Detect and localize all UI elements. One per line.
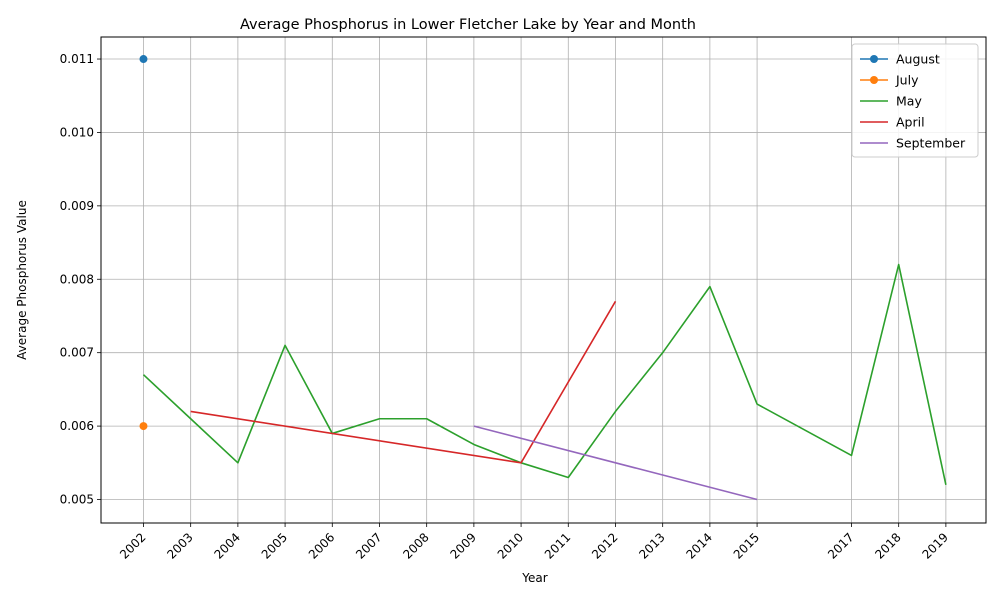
legend: August July May April September [851, 43, 979, 158]
legend-marker-july [870, 76, 878, 84]
y-tick-label: 0.008 [60, 272, 94, 286]
series-line-september [473, 425, 758, 501]
legend-label-august: August [896, 52, 940, 67]
data-point-july [139, 422, 148, 431]
data-point-august [139, 55, 148, 64]
plot-frame [100, 36, 987, 524]
legend-label-april: April [896, 115, 925, 130]
series-group [139, 55, 947, 501]
chart-title: Average Phosphorus in Lower Fletcher Lak… [240, 17, 696, 33]
y-tick-label: 0.005 [60, 493, 94, 507]
legend-label-may: May [896, 94, 922, 109]
series-line-april [190, 300, 617, 464]
legend-label-july: July [895, 73, 919, 88]
y-axis-label: Average Phosphorus Value [15, 200, 29, 360]
y-tick-label: 0.009 [60, 199, 94, 213]
y-axis-ticks: 0.005 0.006 0.007 0.008 0.009 0.010 0.011 [60, 52, 101, 507]
legend-label-september: September [896, 136, 966, 151]
y-tick-label: 0.006 [60, 419, 94, 433]
y-tick-label: 0.010 [60, 125, 94, 139]
y-tick-label: 0.007 [60, 346, 94, 360]
legend-marker-august [870, 55, 878, 63]
x-axis-label: Year [521, 571, 547, 585]
grid-lines [101, 37, 986, 523]
y-tick-label: 0.011 [60, 52, 94, 66]
legend-box [851, 43, 979, 158]
